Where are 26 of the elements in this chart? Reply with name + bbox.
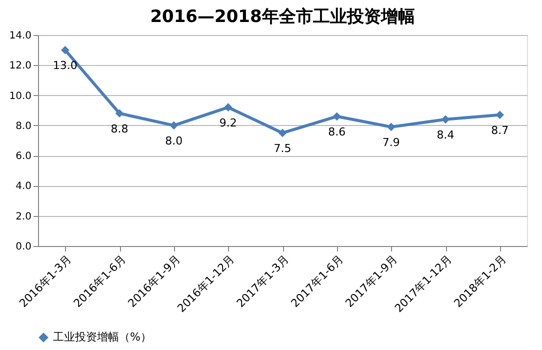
y-tick-label: 8.0: [16, 120, 32, 132]
point: [224, 103, 232, 112]
chart-title: 2016—2018年全市工业投资增幅: [150, 7, 415, 27]
point: [115, 109, 124, 118]
y-tick-label: 10.0: [9, 90, 32, 102]
text: 13.0: [52, 59, 78, 72]
text: 9.2: [219, 116, 237, 130]
point: [496, 110, 504, 120]
y-tick-label: 2.0: [16, 211, 32, 222]
text: 8.8: [110, 122, 128, 136]
text: 8.6: [328, 125, 346, 138]
text: 8.0: [165, 134, 183, 148]
y-tick-label: 0.0: [16, 242, 32, 252]
text: 8.7: [491, 124, 509, 137]
y-tick-label: 6.0: [16, 151, 32, 162]
y-tick-label: 4.0: [16, 181, 32, 192]
y-tick-label: 12.0: [9, 60, 32, 72]
point: [60, 46, 70, 54]
point: [170, 121, 178, 130]
text: 7.9: [382, 136, 400, 149]
point: [386, 122, 396, 132]
y-tick-label: 14.0: [9, 30, 32, 42]
legend-label: 工业投资增幅（%）: [53, 330, 152, 344]
point: [278, 128, 287, 138]
text: 7.5: [274, 142, 292, 155]
text: 8.4: [436, 128, 454, 142]
